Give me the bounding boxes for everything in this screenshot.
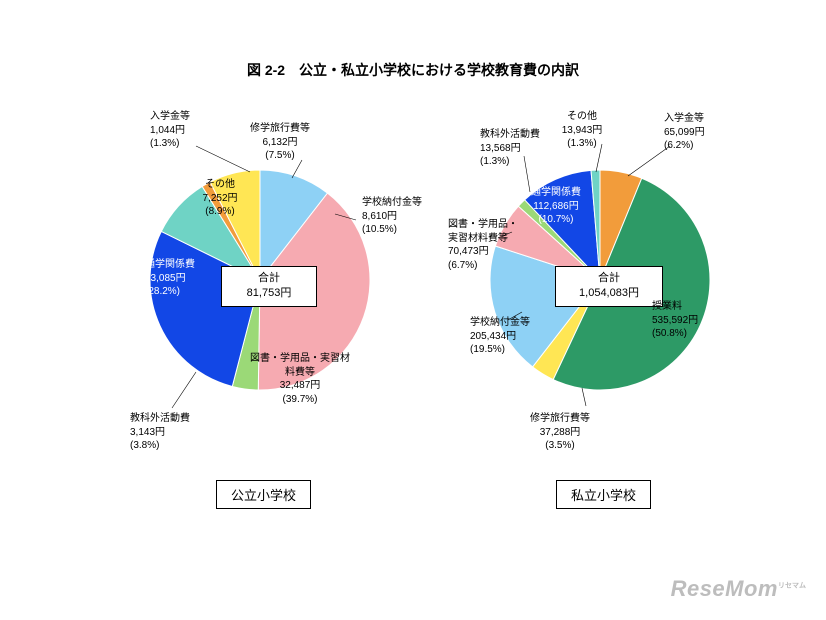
pie-slice-commute — [150, 231, 260, 386]
center-total-public: 合計 81,753円 — [221, 266, 317, 307]
sub-label-text: 公立小学校 — [231, 488, 296, 503]
annotation-other: その他13,943円(1.3%) — [562, 110, 603, 151]
watermark: ReseMomリセマム — [671, 576, 806, 602]
pie-slice-other — [591, 170, 600, 280]
page-title: 図 2-2 公立・私立小学校における学校教育費の内訳 — [0, 60, 826, 80]
annotation-trip: 修学旅行費等6,132円(7.5%) — [250, 122, 310, 163]
annotation-tuition: 授業料535,592円(50.8%) — [652, 300, 698, 341]
annotation-commute: 通学関係費112,686円(10.7%) — [531, 186, 581, 227]
annotation-books: 図書・学用品・実習材料費等32,487円(39.7%) — [250, 352, 350, 406]
annotation-other_small: その他7,252円(8.9%) — [202, 178, 237, 219]
center-total-private: 合計 1,054,083円 — [555, 266, 663, 307]
annotation-extra: 教科外活動費3,143円(3.8%) — [130, 412, 190, 453]
annotation-books: 図書・学用品・実習材料費等70,473円(6.7%) — [448, 218, 518, 272]
watermark-text: ReseMom — [671, 576, 778, 601]
pie-chart-private — [0, 0, 826, 620]
annotation-entrance: 入学金等65,099円(6.2%) — [664, 112, 705, 153]
pie-slice-entrance — [600, 170, 642, 280]
watermark-ruby: リセマム — [778, 583, 806, 590]
sub-label-text: 私立小学校 — [571, 488, 636, 503]
annotation-school_fee: 学校納付金等205,434円(19.5%) — [470, 316, 530, 357]
annotation-entrance: 入学金等1,044円(1.3%) — [150, 110, 190, 151]
annotation-extra: 教科外活動費13,568円(1.3%) — [480, 128, 540, 169]
annotation-school_fee: 学校納付金等8,610円(10.5%) — [362, 196, 422, 237]
pie-slice-school_fee — [260, 170, 327, 280]
center-total-value: 81,753円 — [247, 287, 292, 299]
pie-chart-public — [0, 0, 826, 620]
center-total-label: 合計 — [258, 272, 280, 284]
sub-label-private: 私立小学校 — [556, 480, 651, 509]
center-total-label: 合計 — [598, 272, 620, 284]
center-total-value: 1,054,083円 — [579, 287, 639, 299]
sub-label-public: 公立小学校 — [216, 480, 311, 509]
annotation-trip: 修学旅行費等37,288円(3.5%) — [530, 412, 590, 453]
annotation-commute: 通学関係費23,085円(28.2%) — [145, 258, 195, 299]
